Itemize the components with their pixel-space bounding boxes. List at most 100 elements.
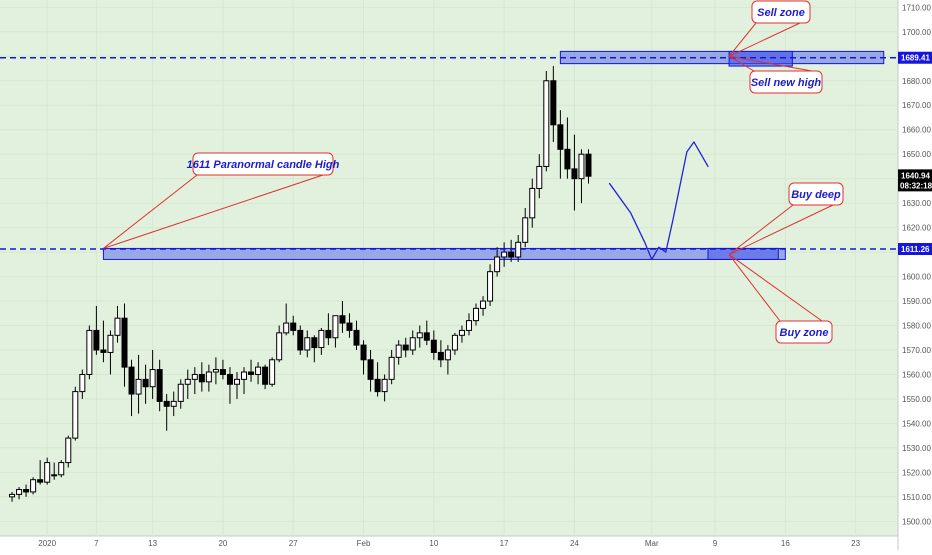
candle-body: [58, 462, 65, 476]
candle-body: [177, 383, 184, 402]
projection-path: [608, 141, 709, 261]
candle-body: [473, 307, 480, 322]
callout-text-1611-paranormal-candle-high: 1611 Paranormal candle High: [187, 159, 340, 171]
x-tick-label: 23: [851, 539, 860, 548]
candle-body: [494, 256, 501, 273]
candle-body: [23, 488, 30, 493]
candle-body: [142, 378, 149, 388]
callout-text-buy-zone: Buy zone: [780, 327, 829, 339]
candle-body: [367, 359, 374, 380]
candle-body: [226, 373, 233, 385]
candle-body: [578, 153, 585, 180]
callout-text-sell-new-high: Sell new high: [751, 77, 822, 89]
callouts-layer: 1611 Paranormal candle High Sell zone Sell…: [103, 0, 844, 344]
callout-box-sell-new-high: [749, 70, 823, 94]
x-tick-label: 13: [148, 539, 157, 548]
candle-body: [571, 168, 578, 180]
y-tick-label: 1590.00: [902, 297, 931, 306]
candle-body: [241, 371, 248, 380]
candle-body: [374, 378, 381, 393]
callout-leader-sell-zone: [728, 22, 757, 57]
candle-body: [219, 369, 226, 375]
candle-body: [205, 371, 212, 383]
y-tick-label: 1560.00: [902, 370, 931, 379]
candle-body: [402, 344, 409, 351]
y-tick-label: 1680.00: [902, 77, 931, 86]
x-axis-background: [0, 536, 898, 550]
candle-body: [388, 356, 395, 380]
candle-body: [529, 187, 536, 219]
candle-body: [585, 153, 592, 177]
candle-body: [297, 329, 304, 351]
candle-body: [557, 124, 564, 150]
callout-box-1611-paranormal-candle-high: [192, 152, 334, 176]
callout-leader-sell-zone: [728, 22, 801, 57]
candle-body: [283, 322, 290, 334]
y-tick-label: 1700.00: [902, 28, 931, 37]
callout-leader-buy-deep: [728, 204, 834, 255]
candle-body: [346, 322, 353, 331]
candle-body: [163, 400, 170, 407]
y-tick-label: 1580.00: [902, 322, 931, 331]
candle-body: [248, 371, 255, 375]
candle-body: [72, 391, 79, 439]
candle-body: [170, 400, 177, 407]
y-tick-label: 1530.00: [902, 444, 931, 453]
candle-body: [444, 349, 451, 361]
x-tick-label: 9: [713, 539, 718, 548]
x-tick-label: 2020: [38, 539, 56, 548]
last-price-label: 1640.94: [901, 171, 930, 180]
callout-leader-1611-paranormal-candle-high: [103, 174, 198, 249]
price-badge-label: 1611.26: [901, 245, 930, 254]
callout-box-buy-zone: [775, 320, 833, 344]
x-tick-label: 17: [500, 539, 509, 548]
candle-body: [522, 217, 529, 243]
candle-body: [107, 334, 114, 353]
callout-leader-buy-deep: [728, 204, 794, 255]
candles-layer: [9, 66, 592, 502]
countdown-label: 08:32:18: [900, 181, 932, 190]
candle-body: [51, 474, 58, 477]
y-tick-label: 1510.00: [902, 493, 931, 502]
candle-body: [212, 369, 219, 373]
price-badge-label: 1689.41: [901, 54, 930, 63]
candle-body: [233, 378, 240, 385]
y-axis-background: [898, 0, 932, 550]
y-tick-label: 1660.00: [902, 126, 931, 135]
callout-box-buy-deep: [788, 182, 844, 206]
candle-body: [304, 337, 311, 351]
candle-body: [65, 437, 72, 464]
callout-leader-sell-new-high: [729, 55, 813, 72]
callout-leader-buy-zone: [728, 254, 781, 322]
candle-body: [458, 329, 465, 336]
candle-body: [184, 378, 191, 385]
candle-body: [423, 332, 430, 341]
candle-body: [290, 322, 297, 331]
callout-leader-sell-new-high: [728, 55, 755, 72]
candle-body: [37, 479, 44, 483]
candle-body: [100, 349, 107, 353]
candle-body: [93, 329, 100, 351]
candle-body: [465, 320, 472, 331]
candle-body: [318, 329, 325, 349]
y-tick-label: 1650.00: [902, 150, 931, 159]
candle-body: [311, 337, 318, 349]
candle-body: [360, 344, 367, 361]
x-tick-label: 7: [94, 539, 99, 548]
candle-body: [325, 329, 332, 339]
candle-body: [128, 366, 135, 395]
candle-body: [135, 378, 142, 395]
candle-body: [543, 80, 550, 167]
candle-body: [255, 366, 262, 375]
candle-body: [332, 315, 339, 339]
y-tick-label: 1620.00: [902, 224, 931, 233]
y-tick-label: 1550.00: [902, 395, 931, 404]
candle-body: [156, 369, 163, 402]
zone-buy-deep: [707, 247, 779, 260]
candle-body: [353, 329, 360, 346]
y-tick-label: 1600.00: [902, 273, 931, 282]
x-tick-label: 16: [781, 539, 790, 548]
